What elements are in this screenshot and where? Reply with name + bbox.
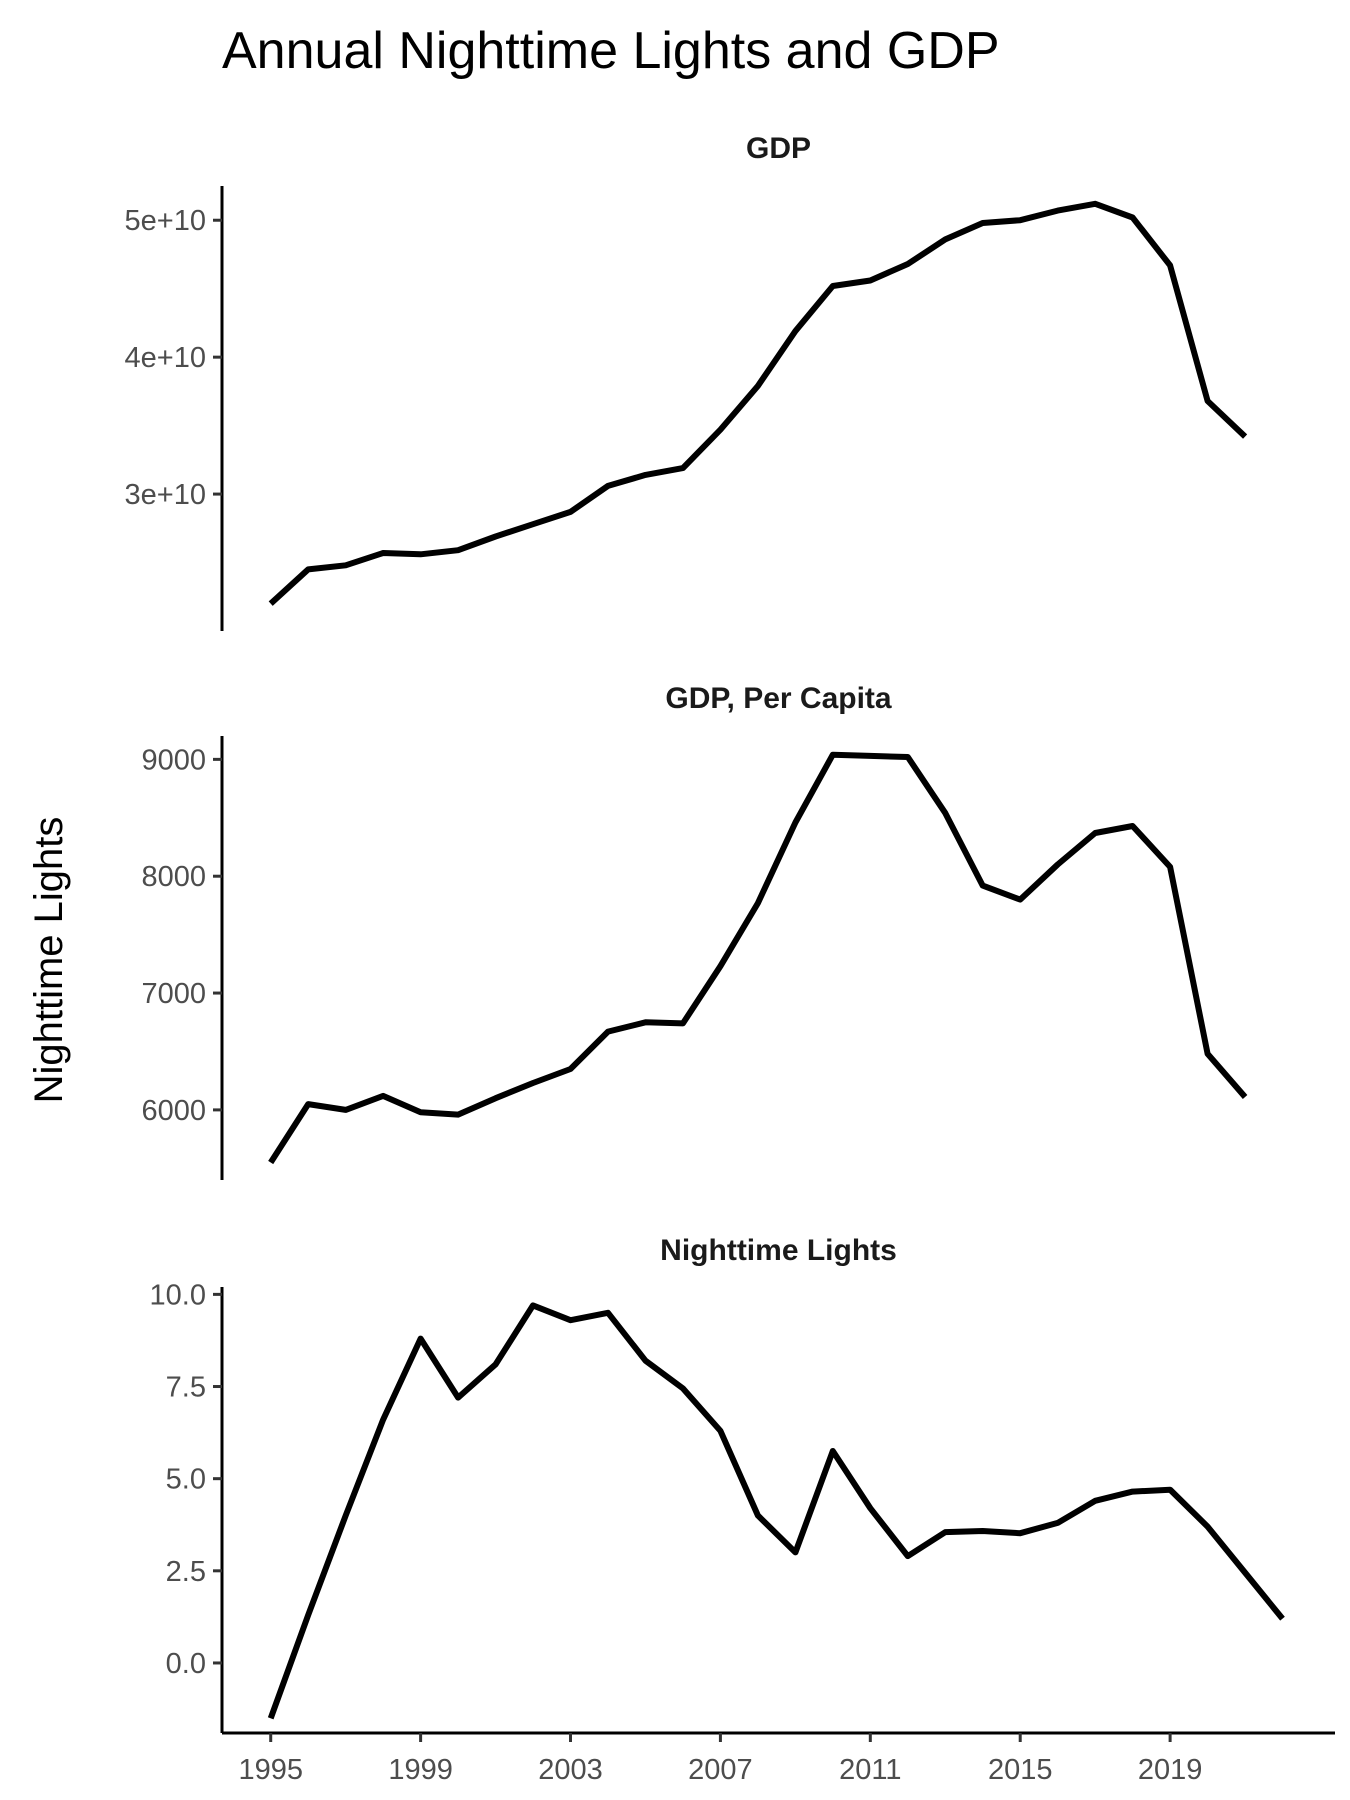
y-tick-label: 10.0 — [150, 1279, 206, 1311]
y-tick-label: 7000 — [141, 978, 206, 1010]
panels: GDP 3e+10 4e+10 5e+10 GDP, Per Capita 6000 700… — [125, 132, 1285, 1733]
panel-3: Nighttime Lights 0.0 2.5 5.0 7.5 10.0 — [150, 1234, 1285, 1733]
panel-title: Nighttime Lights — [660, 1234, 897, 1267]
y-tick-label: 9000 — [141, 744, 206, 776]
x-tick-label: 1999 — [388, 1754, 453, 1786]
series-line — [268, 751, 1248, 1165]
panel-2: GDP, Per Capita 6000 7000 8000 9000 — [141, 682, 1248, 1180]
panel-1: GDP 3e+10 4e+10 5e+10 — [125, 132, 1248, 631]
y-tick-label: 5e+10 — [125, 205, 206, 237]
series-line — [267, 1302, 1285, 1720]
x-tick-label: 2003 — [538, 1754, 603, 1786]
y-axis-label: Nighttime Lights — [27, 817, 71, 1104]
y-tick-label: 5.0 — [166, 1464, 206, 1496]
y-tick-label: 4e+10 — [125, 342, 206, 374]
x-axis: 1995 1999 2003 2007 2011 2015 2019 — [222, 1731, 1335, 1786]
y-tick-label: 2.5 — [166, 1556, 206, 1588]
x-tick-label: 1995 — [238, 1754, 303, 1786]
chart-title: Annual Nighttime Lights and GDP — [222, 22, 1000, 80]
y-tick-label: 6000 — [141, 1095, 206, 1127]
y-tick-label: 7.5 — [166, 1372, 206, 1404]
y-tick-label: 0.0 — [166, 1648, 206, 1680]
y-tick-label: 3e+10 — [125, 479, 206, 511]
x-tick-label: 2015 — [988, 1754, 1053, 1786]
x-tick-label: 2011 — [839, 1754, 901, 1786]
series-line — [268, 200, 1248, 606]
y-tick-label: 8000 — [141, 861, 206, 893]
panel-title: GDP — [746, 132, 811, 165]
x-tick-label: 2007 — [688, 1754, 753, 1786]
panel-title: GDP, Per Capita — [665, 682, 892, 715]
x-tick-label: 2019 — [1138, 1754, 1203, 1786]
